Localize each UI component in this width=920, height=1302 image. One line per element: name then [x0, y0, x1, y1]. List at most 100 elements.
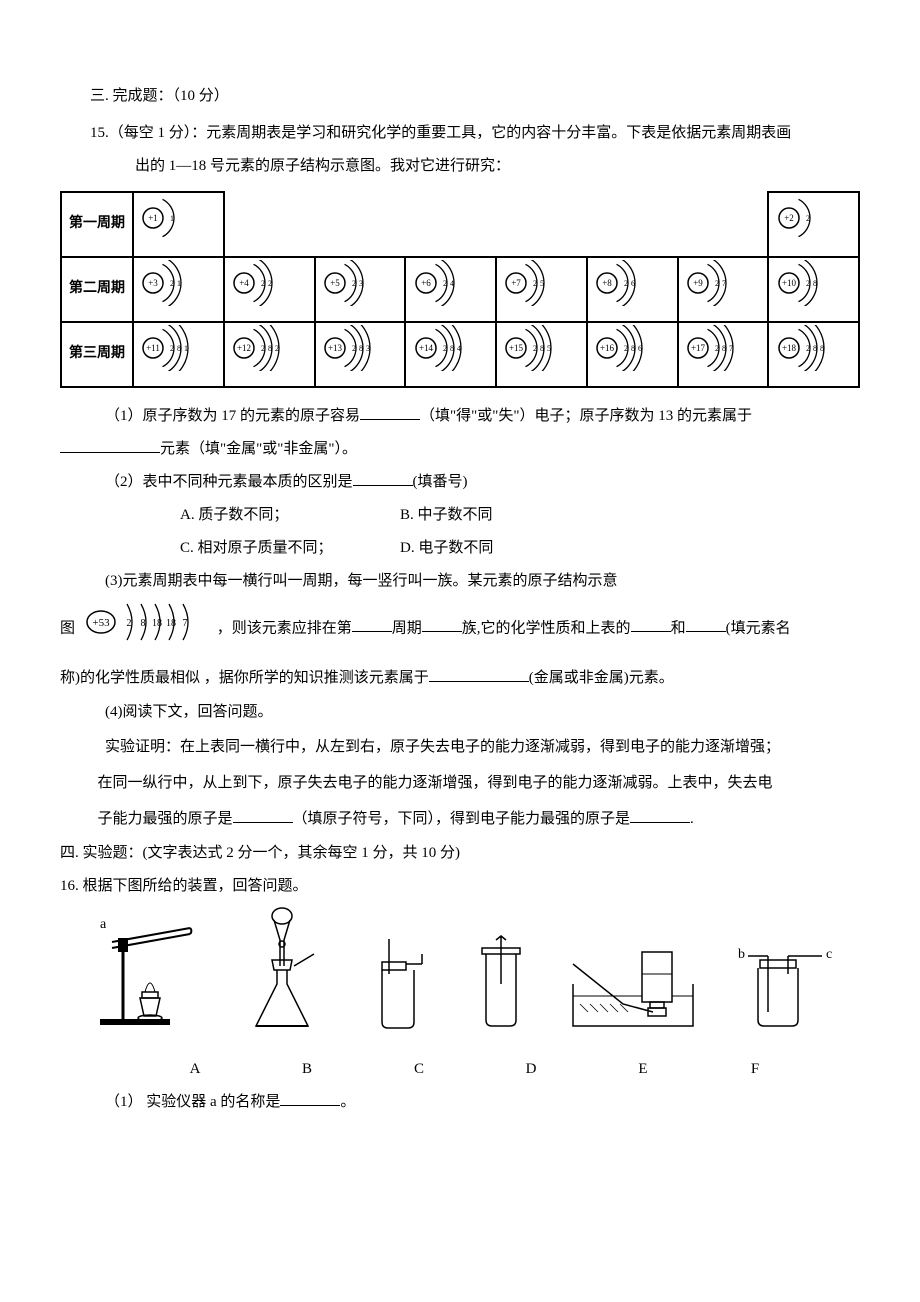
q16-sub1: （1） 实验仪器 a 的名称是。 — [60, 1086, 860, 1119]
atom-cell: +18288 — [768, 322, 859, 387]
svg-text:2: 2 — [715, 279, 719, 288]
svg-text:+4: +4 — [239, 278, 249, 288]
q15-sub2-hint: (填番号) — [413, 474, 468, 490]
blank — [60, 435, 160, 453]
svg-text:5: 5 — [547, 344, 551, 353]
svg-text:8: 8 — [540, 344, 544, 353]
svg-text:6: 6 — [631, 279, 635, 288]
svg-text:8: 8 — [813, 279, 817, 288]
blank — [353, 468, 413, 486]
svg-text:2: 2 — [268, 279, 272, 288]
svg-text:8: 8 — [177, 344, 181, 353]
svg-text:+12: +12 — [237, 343, 251, 353]
svg-text:c: c — [826, 947, 832, 962]
svg-text:2: 2 — [126, 618, 131, 629]
q15-sub3: (3)元素周期表中每一横行叫一周期，每一竖行叫一族。某元素的原子结构示意 — [60, 565, 860, 598]
period-label: 第三周期 — [61, 322, 133, 387]
svg-text:8: 8 — [140, 618, 145, 629]
svg-text:2: 2 — [806, 214, 810, 223]
atom-cell: +10 28 — [768, 257, 859, 322]
svg-text:+9: +9 — [693, 278, 703, 288]
apparatus-e — [568, 934, 698, 1047]
svg-text:3: 3 — [359, 279, 363, 288]
blank — [429, 664, 529, 682]
label-c: C — [374, 1053, 464, 1086]
svg-text:2: 2 — [533, 279, 537, 288]
blank — [360, 402, 420, 420]
empty-cell — [496, 192, 587, 257]
svg-text:+6: +6 — [421, 278, 431, 288]
svg-text:2: 2 — [806, 279, 810, 288]
empty-cell — [678, 192, 769, 257]
svg-text:2: 2 — [261, 279, 265, 288]
atom-cell: +13283 — [315, 322, 406, 387]
svg-text:+8: +8 — [602, 278, 612, 288]
q15-sub1-b: （填"得"或"失"）电子；原子序数为 13 的元素属于 — [420, 408, 752, 424]
svg-text:8: 8 — [359, 344, 363, 353]
atom-cell: +16286 — [587, 322, 678, 387]
atom-cell: +22 — [768, 192, 859, 257]
atom-cell: +725 — [496, 257, 587, 322]
svg-text:8: 8 — [450, 344, 454, 353]
svg-text:2: 2 — [352, 279, 356, 288]
q15-sub1-c: 元素（填"金属"或"非金属"）。 — [160, 441, 357, 457]
atom-cell: +4 22 — [224, 257, 315, 322]
q15-intro2: 出的 1—18 号元素的原子结构示意图。我对它进行研究： — [60, 150, 860, 183]
empty-cell — [315, 192, 406, 257]
svg-text:5: 5 — [540, 279, 544, 288]
svg-text:+10: +10 — [782, 278, 797, 288]
svg-text:+13: +13 — [328, 343, 343, 353]
empty-cell — [587, 192, 678, 257]
q15-sub3-c: 周期 — [392, 620, 422, 636]
blank — [422, 614, 462, 632]
svg-text:+5: +5 — [330, 278, 340, 288]
apparatus-f: b c — [730, 934, 840, 1047]
opt-b: B. 中子数不同 — [400, 499, 493, 532]
svg-text:2: 2 — [170, 344, 174, 353]
svg-text:18: 18 — [152, 618, 162, 629]
label-f: F — [710, 1053, 800, 1086]
atom-cell: +14284 — [405, 322, 496, 387]
blank — [233, 805, 293, 823]
q15-sub4-h: (4)阅读下文，回答问题。 — [60, 696, 860, 729]
atom-cell: +321 — [133, 257, 224, 322]
svg-text:+15: +15 — [509, 343, 524, 353]
q15-sub1-a: （1）原子序数为 17 的元素的原子容易 — [105, 408, 360, 424]
q15-sub2: （2）表中不同种元素最本质的区别是(填番号) — [60, 466, 860, 499]
svg-text:2: 2 — [275, 344, 279, 353]
svg-text:b: b — [738, 947, 745, 962]
svg-text:8: 8 — [722, 344, 726, 353]
atom-cell: +5 23 — [315, 257, 406, 322]
period-label: 第二周期 — [61, 257, 133, 322]
empty-cell — [405, 192, 496, 257]
atom-cell: +15285 — [496, 322, 587, 387]
q15-sub1: （1）原子序数为 17 的元素的原子容易 （填"得"或"失"）电子；原子序数为 1… — [60, 400, 860, 433]
svg-text:1: 1 — [184, 344, 188, 353]
q16-sub1-a: （1） 实验仪器 a 的名称是 — [105, 1094, 280, 1110]
svg-text:4: 4 — [457, 344, 461, 353]
svg-text:2: 2 — [806, 344, 810, 353]
q15-sub4-p2: 在同一纵行中，从上到下，原子失去电子的能力逐渐增强，得到电子的能力逐渐减弱。上表… — [60, 765, 860, 801]
label-e: E — [598, 1053, 688, 1086]
svg-text:8: 8 — [813, 344, 817, 353]
q15-sub3-a: 图 — [60, 620, 75, 636]
apparatus-d — [466, 934, 536, 1047]
blank — [352, 614, 392, 632]
periodic-table: 第一周期+11+22第二周期+321+422+523+624+725+826+9… — [60, 191, 860, 388]
svg-text:8: 8 — [268, 344, 272, 353]
svg-text:2: 2 — [624, 344, 628, 353]
svg-text:6: 6 — [638, 344, 642, 353]
svg-text:+17: +17 — [691, 343, 706, 353]
apparatus-a: a — [90, 914, 210, 1047]
apparatus-b — [242, 904, 332, 1047]
label-a: A — [150, 1053, 240, 1086]
apparatus-row: a — [90, 917, 860, 1047]
svg-text:2: 2 — [715, 344, 719, 353]
atom-cell: +17287 — [678, 322, 769, 387]
svg-text:3: 3 — [366, 344, 370, 353]
period-label: 第一周期 — [61, 192, 133, 257]
svg-text:2: 2 — [624, 279, 628, 288]
svg-text:2: 2 — [443, 344, 447, 353]
q15-sub3-d: 族,它的化学性质和上表的 — [462, 620, 631, 636]
q15-sub3-e: 和 — [671, 620, 686, 636]
